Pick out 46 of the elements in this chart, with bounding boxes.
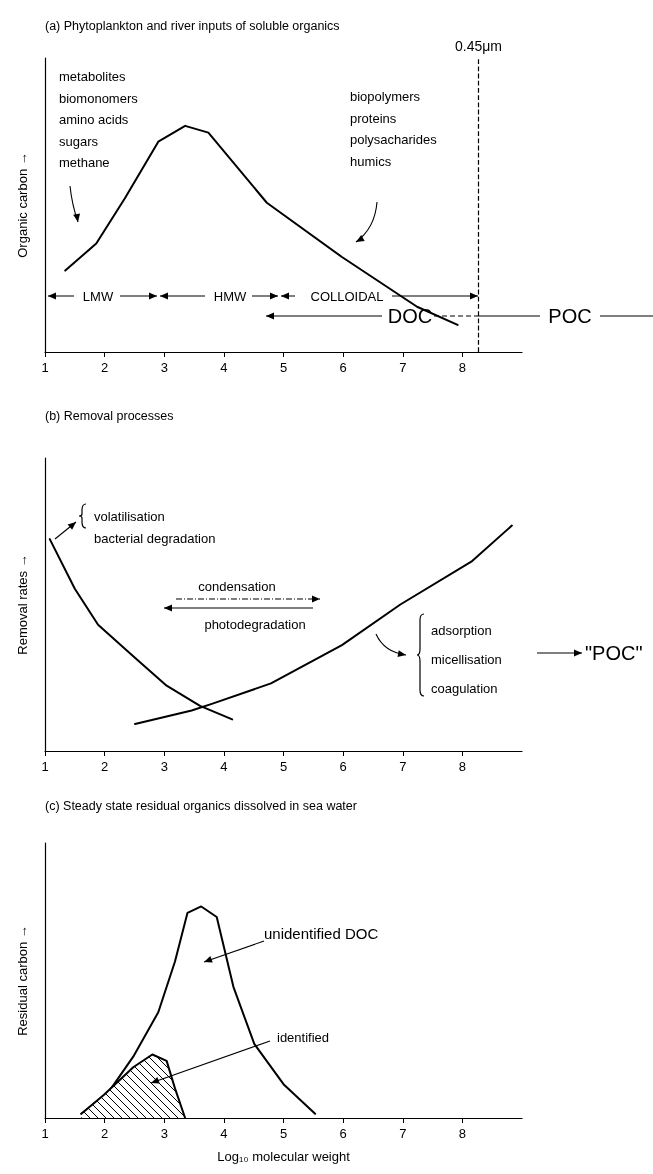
annotation: identified <box>277 1029 330 1045</box>
annotation: unidentified DOC <box>264 924 379 942</box>
annotation: photodegradation <box>204 616 306 632</box>
chart-title: (a) Phytoplankton and river inputs of soluble organics <box>45 18 340 33</box>
x-tick-label: 8 <box>458 360 466 375</box>
y-axis-title: Organic carbon → <box>15 152 30 258</box>
x-tick-label: 1 <box>41 1126 49 1141</box>
annotation: biopolymers proteins polysacharides humics <box>350 89 438 169</box>
annotation: condensation <box>198 578 276 594</box>
x-tick-label: 4 <box>220 759 228 774</box>
x-tick-label: 7 <box>399 1126 407 1141</box>
x-tick-label: 8 <box>458 1126 466 1141</box>
x-tick-label: 3 <box>160 759 168 774</box>
x-tick-label: 7 <box>399 759 407 774</box>
annotation: HMW <box>213 288 247 304</box>
annotation: LMW <box>82 288 114 304</box>
x-tick-label: 4 <box>220 1126 228 1141</box>
x-tick-label: 2 <box>101 360 109 375</box>
y-axis-title: Removal rates → <box>15 554 30 655</box>
x-tick-label: 1 <box>41 360 49 375</box>
x-tick-label: 5 <box>279 759 288 774</box>
x-tick-label: 4 <box>220 360 228 375</box>
ref-line-label: 0.45μm <box>454 38 502 54</box>
x-axis-title: Log₁₀ molecular weight <box>217 1149 351 1164</box>
chart-title: (b) Removal processes <box>45 408 174 423</box>
x-tick-label: 5 <box>279 1126 288 1141</box>
x-tick-label: 3 <box>160 1126 168 1141</box>
x-tick-label: 6 <box>339 360 347 375</box>
x-tick-label: 1 <box>41 759 49 774</box>
x-tick-label: 6 <box>339 759 347 774</box>
x-tick-label: 2 <box>101 1126 109 1141</box>
x-tick-label: 7 <box>399 360 407 375</box>
x-tick-label: 2 <box>101 759 109 774</box>
x-tick-label: 3 <box>160 360 168 375</box>
x-tick-label: 8 <box>458 759 466 774</box>
x-tick-label: 6 <box>339 1126 347 1141</box>
annotation: adsorption micellisation coagulation <box>431 623 502 696</box>
text: POC <box>548 305 592 327</box>
x-tick-label: 5 <box>279 360 288 375</box>
annotation: DOC <box>387 305 433 327</box>
chart-title: (c) Steady state residual organics dissolved in sea water <box>45 798 357 813</box>
text: "POC" <box>585 642 643 664</box>
annotation: COLLOIDAL <box>310 288 384 304</box>
annotation: metabolites biomonomers amino acids sugars methane <box>59 69 139 171</box>
annotation: volatilisation bacterial degradation <box>94 509 216 546</box>
y-axis-title: Residual carbon → <box>15 925 30 1036</box>
